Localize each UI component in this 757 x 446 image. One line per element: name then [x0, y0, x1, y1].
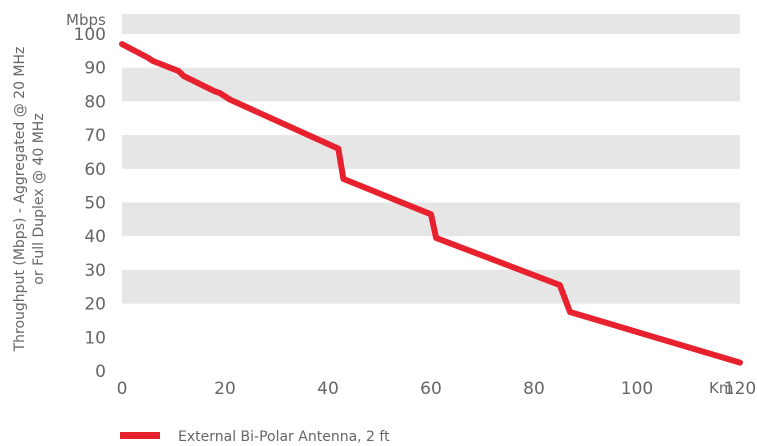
- x-tick-label: 40: [317, 379, 339, 399]
- y-unit-label: Mbps: [66, 11, 106, 29]
- y-axis-title-line2: or Full Duplex @ 40 MHz: [31, 113, 47, 284]
- x-unit-label: Km: [709, 379, 733, 397]
- x-tick-label: 20: [214, 379, 236, 399]
- x-tick-label: 120: [724, 379, 756, 399]
- grid-band: [122, 269, 740, 304]
- y-axis-title-line1: Throughput (Mbps) - Aggregated @ 20 MHz: [12, 47, 28, 353]
- x-tick-label: 100: [621, 379, 653, 399]
- y-tick-label: 100: [74, 25, 106, 45]
- y-tick-label: 80: [84, 92, 106, 112]
- grid-band: [122, 14, 740, 34]
- y-tick-label: 20: [84, 295, 106, 315]
- x-tick-label: 0: [117, 379, 128, 399]
- x-tick-label: 60: [420, 379, 442, 399]
- y-tick-label: 30: [84, 261, 106, 281]
- legend-label: External Bi-Polar Antenna, 2 ft: [178, 429, 390, 445]
- x-tick-label: 80: [523, 379, 545, 399]
- series-line: [119, 41, 743, 366]
- y-tick-label: 50: [84, 194, 106, 214]
- series-group: [119, 41, 743, 366]
- grid-bands: [122, 14, 740, 304]
- legend-swatch: [120, 432, 160, 439]
- y-tick-label: 40: [84, 227, 106, 247]
- y-tick-label: 0: [95, 362, 106, 382]
- grid-band: [122, 135, 740, 169]
- y-tick-label: 10: [84, 328, 106, 348]
- x-axis-ticks: 0 20 40 60 80 100 120: [117, 379, 757, 399]
- y-axis-ticks: 0 10 20 30 40 50 60 70 80 90 100: [74, 25, 106, 382]
- grid-band: [122, 67, 740, 102]
- y-tick-label: 90: [84, 59, 106, 79]
- y-tick-label: 60: [84, 160, 106, 180]
- y-tick-label: 70: [84, 126, 106, 146]
